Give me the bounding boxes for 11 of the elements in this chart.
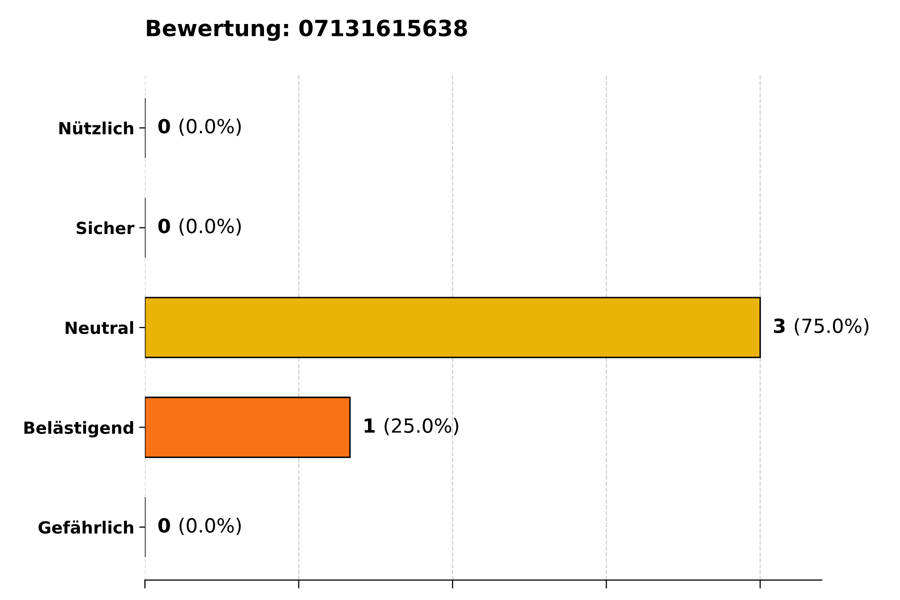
y-tick-label: Neutral: [66, 321, 134, 334]
y-tick-label: Belästigend: [24, 420, 134, 438]
data-label: 0 (0.0%): [158, 218, 241, 236]
data-label: 0 (0.0%): [158, 118, 241, 136]
y-tick-label: Sicher: [76, 221, 134, 234]
chart-title: Bewertung: 07131615638: [146, 20, 467, 41]
y-tick-label: Nützlich: [59, 121, 134, 134]
y-tick-label: Gefährlich: [38, 520, 134, 534]
data-label: 3 (75.0%): [774, 318, 868, 336]
data-label: 0 (0.0%): [158, 518, 241, 536]
data-label: 1 (25.0%): [364, 418, 458, 436]
